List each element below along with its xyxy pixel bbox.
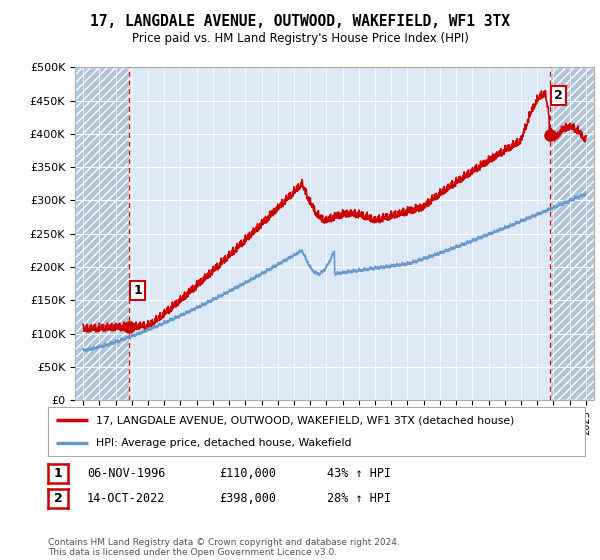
Text: HPI: Average price, detached house, Wakefield: HPI: Average price, detached house, Wake… <box>97 438 352 448</box>
Text: Contains HM Land Registry data © Crown copyright and database right 2024.
This d: Contains HM Land Registry data © Crown c… <box>48 538 400 557</box>
Text: 43% ↑ HPI: 43% ↑ HPI <box>327 466 391 480</box>
Text: £398,000: £398,000 <box>219 492 276 505</box>
Text: 1: 1 <box>53 466 62 480</box>
Bar <box>75 67 130 400</box>
Text: 28% ↑ HPI: 28% ↑ HPI <box>327 492 391 505</box>
Text: 1: 1 <box>133 284 142 297</box>
Bar <box>550 67 594 400</box>
Text: 17, LANGDALE AVENUE, OUTWOOD, WAKEFIELD, WF1 3TX: 17, LANGDALE AVENUE, OUTWOOD, WAKEFIELD,… <box>90 14 510 29</box>
Text: 2: 2 <box>554 88 563 102</box>
Text: £110,000: £110,000 <box>219 466 276 480</box>
Text: Price paid vs. HM Land Registry's House Price Index (HPI): Price paid vs. HM Land Registry's House … <box>131 32 469 45</box>
Text: 14-OCT-2022: 14-OCT-2022 <box>87 492 166 505</box>
Text: 17, LANGDALE AVENUE, OUTWOOD, WAKEFIELD, WF1 3TX (detached house): 17, LANGDALE AVENUE, OUTWOOD, WAKEFIELD,… <box>97 416 515 426</box>
Text: 06-NOV-1996: 06-NOV-1996 <box>87 466 166 480</box>
Text: 2: 2 <box>53 492 62 505</box>
